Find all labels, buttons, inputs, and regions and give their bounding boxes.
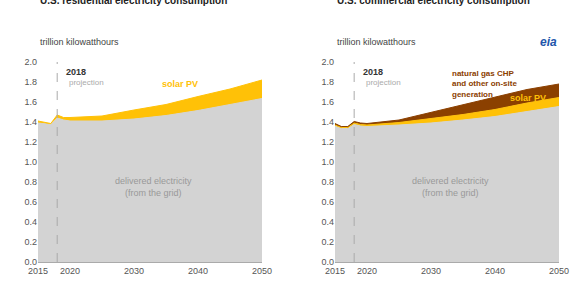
svg-text:delivered electricity(from the: delivered electricity(from the grid) — [412, 176, 489, 198]
svg-text:0.6: 0.6 — [321, 197, 334, 207]
svg-text:1.2: 1.2 — [321, 137, 334, 147]
svg-text:trillion kilowatthours: trillion kilowatthours — [337, 37, 416, 47]
svg-text:2040: 2040 — [188, 266, 208, 276]
svg-text:0.0: 0.0 — [24, 257, 37, 267]
svg-text:1.0: 1.0 — [321, 157, 334, 167]
svg-text:0.2: 0.2 — [24, 237, 37, 247]
svg-text:solar PV: solar PV — [510, 93, 546, 103]
svg-text:2030: 2030 — [124, 266, 144, 276]
svg-text:1.4: 1.4 — [321, 117, 334, 127]
svg-text:solar PV: solar PV — [162, 79, 198, 89]
svg-text:delivered electricity(from the: delivered electricity(from the grid) — [115, 176, 192, 198]
svg-text:2050: 2050 — [549, 266, 569, 276]
svg-text:projection: projection — [69, 78, 104, 87]
svg-text:1.8: 1.8 — [24, 77, 37, 87]
svg-text:2015: 2015 — [28, 266, 48, 276]
svg-text:projection: projection — [366, 78, 401, 87]
svg-text:0.6: 0.6 — [24, 197, 37, 207]
svg-text:2020: 2020 — [60, 266, 80, 276]
svg-text:0.8: 0.8 — [321, 177, 334, 187]
svg-text:1.4: 1.4 — [24, 117, 37, 127]
svg-text:0.2: 0.2 — [321, 237, 334, 247]
svg-text:eia: eia — [540, 35, 557, 49]
svg-text:2030: 2030 — [421, 266, 441, 276]
svg-text:1.0: 1.0 — [24, 157, 37, 167]
svg-text:2018: 2018 — [66, 67, 86, 77]
svg-text:1.6: 1.6 — [24, 97, 37, 107]
svg-text:1.8: 1.8 — [321, 77, 334, 87]
svg-text:1.6: 1.6 — [321, 97, 334, 107]
svg-text:2018: 2018 — [363, 67, 383, 77]
svg-text:1.2: 1.2 — [24, 137, 37, 147]
svg-text:U.S. residential electricity c: U.S. residential electricity consumption — [40, 0, 227, 6]
svg-text:0.0: 0.0 — [321, 257, 334, 267]
svg-text:2020: 2020 — [357, 266, 377, 276]
svg-text:0.4: 0.4 — [321, 217, 334, 227]
svg-text:natural gas CHPand other on-si: natural gas CHPand other on-sitegenerati… — [452, 69, 517, 99]
svg-text:2.0: 2.0 — [321, 57, 334, 67]
svg-text:0.4: 0.4 — [24, 217, 37, 227]
svg-text:trillion kilowatthours: trillion kilowatthours — [40, 37, 119, 47]
svg-text:2050: 2050 — [252, 266, 272, 276]
svg-text:2015: 2015 — [325, 266, 345, 276]
svg-text:2.0: 2.0 — [24, 57, 37, 67]
svg-text:0.8: 0.8 — [24, 177, 37, 187]
svg-text:U.S. commercial electricity co: U.S. commercial electricity consumption — [337, 0, 530, 6]
svg-text:2040: 2040 — [485, 266, 505, 276]
